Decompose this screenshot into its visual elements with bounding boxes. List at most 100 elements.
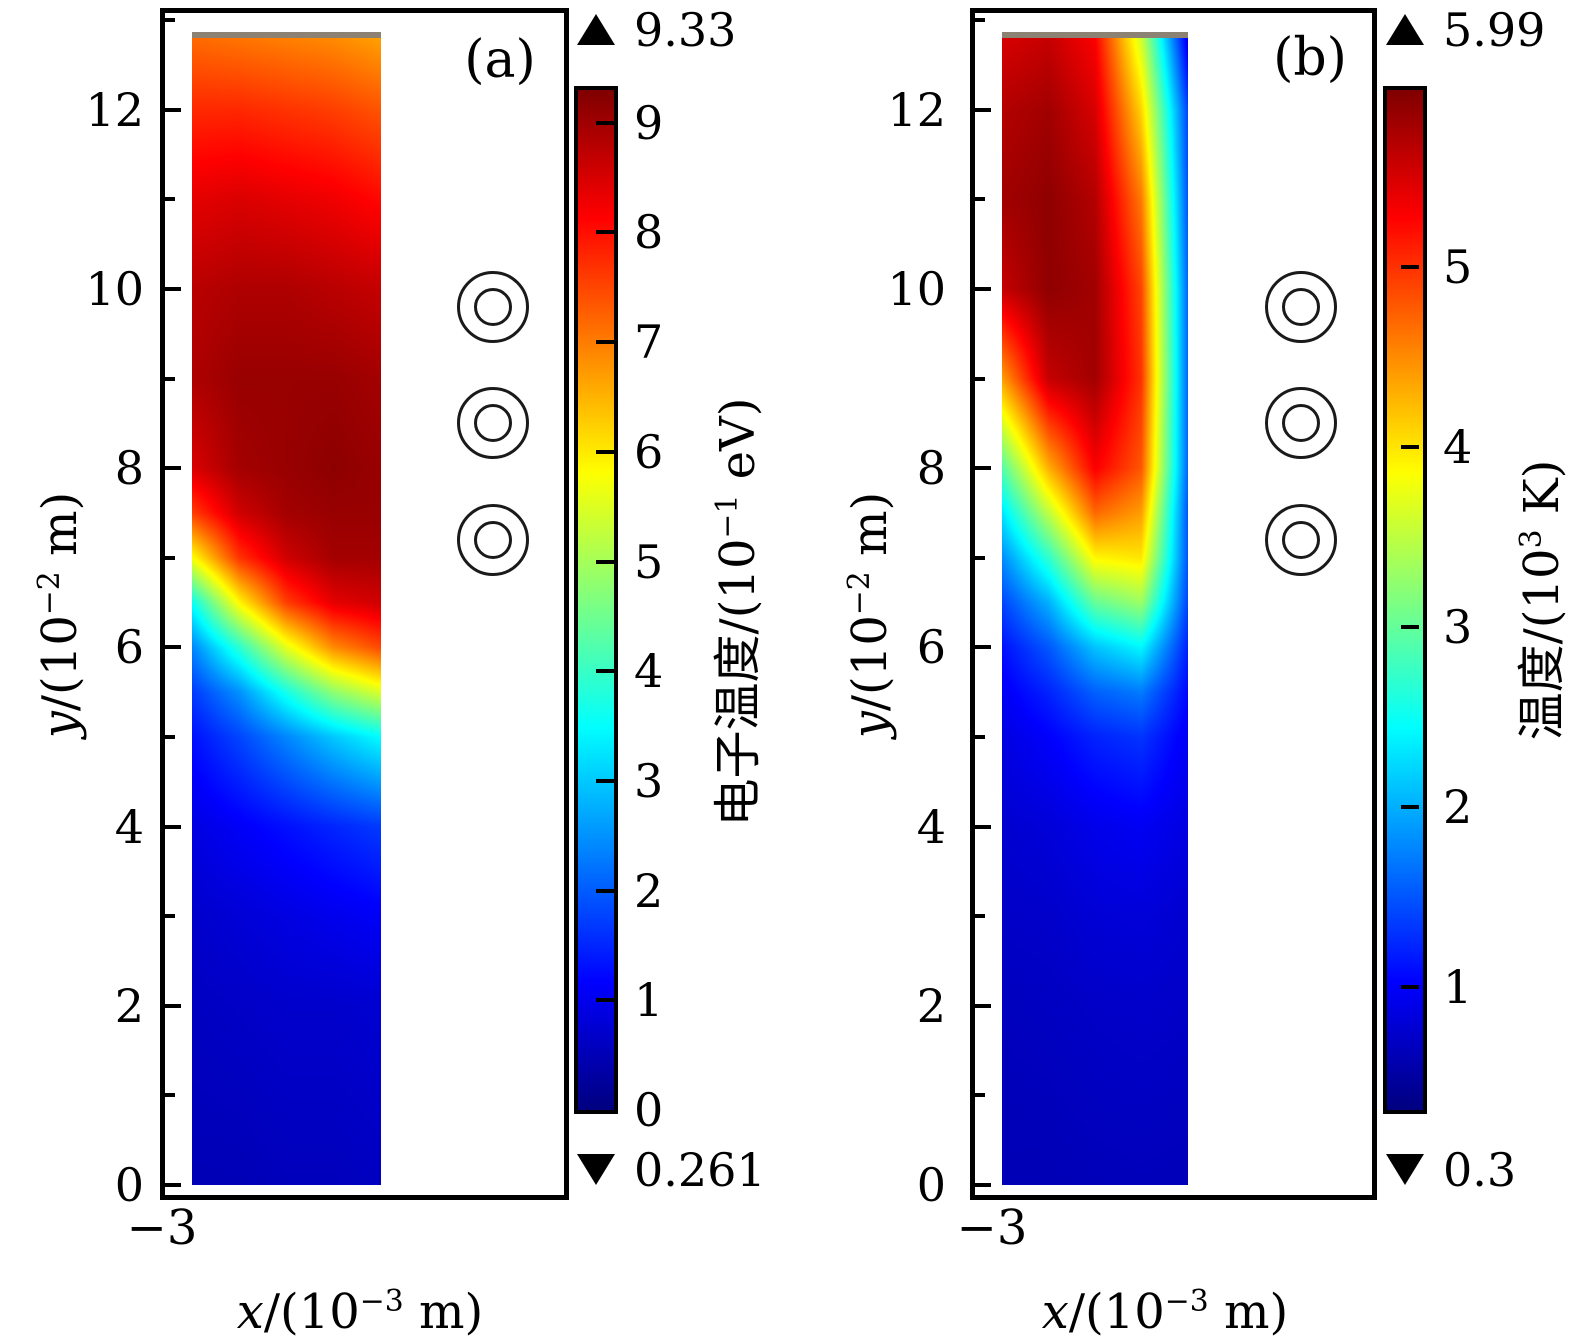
- colorbar-tick-label-b: 3: [1443, 600, 1473, 654]
- y-tick-label-a: 6: [114, 620, 144, 675]
- y-tick-label-b: 10: [887, 262, 946, 316]
- colorbar-max-value-a: 9.33: [634, 2, 736, 58]
- colorbar-tick-label-b: 4: [1443, 420, 1473, 474]
- colorbar-label-sup-b: 3: [1514, 529, 1549, 549]
- colorbar-tick-mark-a: [596, 449, 614, 454]
- y-tick-mark-a: [165, 1003, 181, 1008]
- colorbar-tick-mark-b: [1401, 985, 1419, 989]
- coil-marker-outer-a: [457, 270, 529, 343]
- colorbar-tick-label-a: 3: [634, 753, 664, 808]
- y-tick-mark-b: [975, 1183, 991, 1187]
- colorbar-gradient-b: [1387, 90, 1423, 1110]
- colorbar-min-triangle-b: [1386, 1154, 1424, 1185]
- colorbar-tick-label-a: 5: [634, 534, 664, 589]
- colorbar-gradient-a: [578, 90, 614, 1110]
- colorbar-label-a: 电子温度/(10−1 eV): [698, 262, 766, 962]
- y-tick-mark-a: [165, 18, 175, 23]
- y-tick-mark-a: [165, 287, 181, 291]
- plot-box-b: [970, 8, 1377, 1200]
- panel-label-a: (a): [430, 32, 570, 88]
- colorbar-tick-mark-b: [1401, 265, 1419, 269]
- y-tick-mark-b: [975, 1003, 991, 1008]
- y-tick-label-b: 12: [887, 82, 946, 137]
- coil-marker-outer-a: [457, 387, 529, 460]
- y-tick-mark-b: [975, 287, 991, 291]
- y-tick-mark-a: [165, 466, 181, 471]
- y-tick-mark-a: [165, 824, 181, 829]
- colorbar-tick-mark-b: [1401, 805, 1419, 809]
- colorbar-tick-mark-a: [596, 669, 614, 674]
- coil-marker-inner-a: [474, 404, 512, 443]
- colorbar-max-value-b: 5.99: [1443, 2, 1545, 58]
- y-tick-mark-a: [165, 197, 175, 202]
- colorbar-label-end-b: K): [1514, 459, 1570, 530]
- y-tick-label-b: 8: [916, 441, 946, 496]
- x-axis-label-a: x/(10−3 m): [150, 1272, 570, 1339]
- y-tick-label-a: 10: [85, 262, 144, 316]
- y-tick-mark-a: [165, 735, 175, 739]
- y-tick-mark-a: [165, 645, 181, 650]
- y-tick-mark-a: [165, 555, 175, 560]
- colorbar-tick-label-a: 4: [634, 644, 664, 699]
- x-tick-text-b: −3: [956, 1200, 1028, 1256]
- colorbar-tick-label-a: 8: [634, 205, 664, 260]
- strip-top-line-b: [1002, 32, 1188, 38]
- coil-marker-outer-b: [1265, 387, 1337, 460]
- coil-marker-outer-b: [1265, 503, 1337, 576]
- x-tick-label-b: −3: [922, 1200, 1062, 1256]
- coil-marker-inner-b: [1282, 404, 1320, 443]
- y-axis-var-b: y: [842, 711, 898, 739]
- colorbar-min-triangle-a: [577, 1154, 615, 1185]
- y-tick-mark-a: [165, 914, 175, 919]
- x-tick-text-a: −3: [126, 1200, 198, 1256]
- coil-marker-inner-b: [1282, 520, 1320, 559]
- colorbar-tick-mark-a: [596, 778, 614, 783]
- colorbar-tick-mark-a: [596, 120, 614, 125]
- y-tick-mark-a: [165, 1183, 181, 1187]
- colorbar-max-triangle-a: [577, 14, 615, 45]
- y-tick-label-b: 2: [916, 978, 946, 1033]
- y-axis-end-a: m): [32, 491, 88, 572]
- coil-marker-outer-b: [1265, 270, 1337, 343]
- colorbar-label-sup-a: −1: [710, 494, 745, 539]
- panel-label-b: (b): [1240, 30, 1380, 86]
- y-tick-label-a: 0: [114, 1158, 144, 1212]
- y-axis-end-b: m): [842, 491, 898, 572]
- x-axis-end-b: m): [1208, 1284, 1289, 1339]
- y-tick-mark-b: [975, 555, 985, 560]
- colorbar-min-value-b: 0.3: [1443, 1142, 1516, 1198]
- colorbar-min-text-b: 0.3: [1443, 1143, 1517, 1197]
- colorbar-tick-mark-a: [596, 559, 614, 564]
- y-tick-mark-b: [975, 376, 985, 381]
- y-axis-sup-a: −2: [32, 571, 67, 616]
- colorbar-a: [574, 86, 618, 1114]
- y-tick-mark-a: [165, 376, 175, 381]
- x-axis-label-b: x/(10−3 m): [955, 1272, 1375, 1339]
- coil-marker-inner-a: [474, 287, 512, 326]
- colorbar-tick-label-a: 0: [634, 1083, 664, 1137]
- colorbar-tick-label-b: 1: [1443, 960, 1473, 1014]
- y-tick-mark-b: [975, 18, 985, 23]
- y-tick-mark-b: [975, 824, 991, 829]
- heatmap-b: [1002, 38, 1188, 1185]
- colorbar-min-text-a: 0.261: [634, 1143, 766, 1197]
- y-tick-mark-b: [975, 466, 991, 471]
- x-axis-sup-a: −3: [359, 1284, 404, 1319]
- colorbar-label-end-a: eV): [710, 397, 766, 495]
- y-tick-label-a: 2: [114, 978, 144, 1033]
- y-tick-label-a: 12: [85, 82, 144, 137]
- colorbar-label-pre-b: 温度/(10: [1514, 548, 1570, 741]
- y-axis-var-a: y: [32, 711, 88, 739]
- colorbar-label-pre-a: 电子温度/(10: [710, 538, 766, 827]
- y-tick-label-a: 8: [114, 441, 144, 496]
- panel-label-a-text: (a): [464, 30, 536, 90]
- plot-box-a: [160, 8, 569, 1200]
- colorbar-b: [1383, 86, 1427, 1114]
- y-axis-sup-b: −2: [842, 571, 877, 616]
- y-axis-label-a: y/(10−2 m): [20, 265, 88, 965]
- x-axis-var-a: x: [236, 1284, 264, 1339]
- colorbar-tick-label-a: 6: [634, 424, 664, 479]
- y-tick-mark-b: [975, 914, 985, 919]
- colorbar-tick-mark-b: [1401, 445, 1419, 449]
